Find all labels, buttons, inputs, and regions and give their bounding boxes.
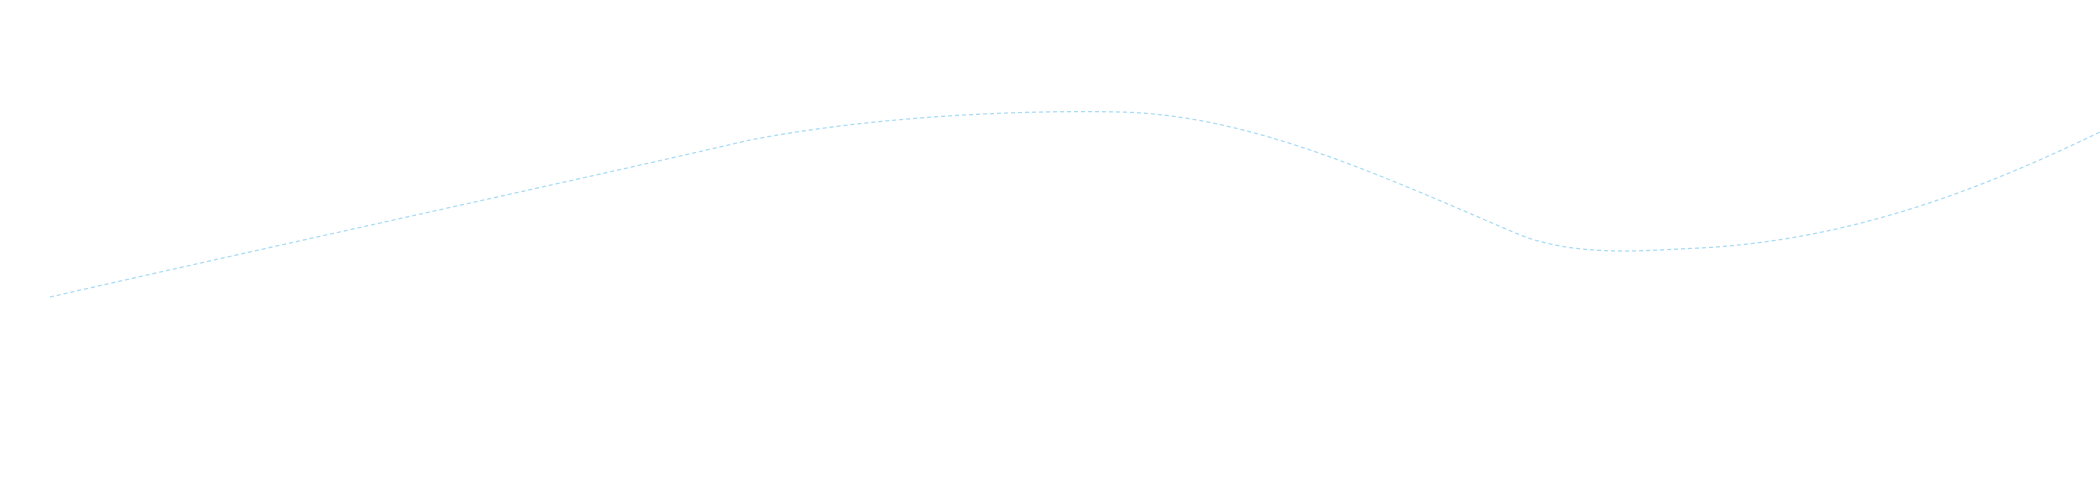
dashed-wave-line <box>49 110 2100 298</box>
